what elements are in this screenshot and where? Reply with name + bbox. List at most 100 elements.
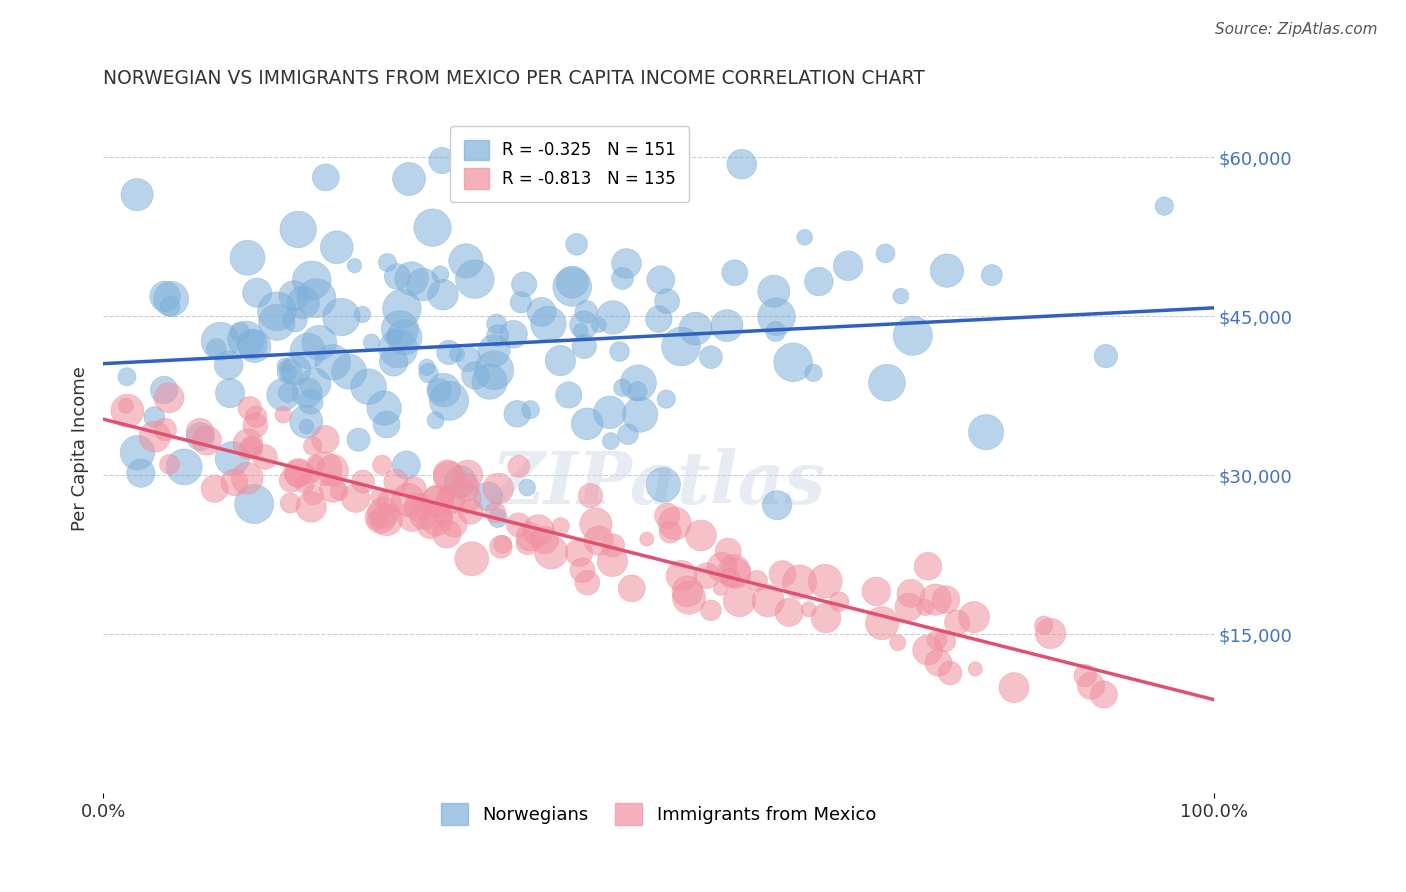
- Point: [460, 505, 482, 519]
- Point: [352, 307, 374, 321]
- Point: [461, 551, 484, 566]
- Point: [299, 468, 322, 483]
- Point: [412, 277, 434, 292]
- Point: [865, 584, 887, 599]
- Point: [127, 445, 149, 459]
- Point: [655, 392, 678, 406]
- Point: [900, 586, 922, 600]
- Point: [1092, 688, 1115, 702]
- Point: [322, 482, 344, 496]
- Point: [454, 480, 477, 494]
- Point: [963, 610, 986, 624]
- Point: [437, 470, 460, 484]
- Point: [576, 417, 599, 431]
- Point: [934, 634, 956, 648]
- Point: [457, 352, 479, 367]
- Point: [297, 385, 319, 400]
- Point: [343, 259, 366, 273]
- Y-axis label: Per Capita Income: Per Capita Income: [72, 367, 89, 532]
- Point: [502, 327, 524, 342]
- Point: [304, 457, 326, 471]
- Point: [778, 605, 800, 619]
- Point: [1039, 626, 1062, 640]
- Point: [478, 375, 501, 389]
- Point: [418, 366, 440, 380]
- Point: [218, 358, 240, 372]
- Point: [797, 602, 820, 616]
- Point: [347, 433, 370, 447]
- Point: [277, 366, 299, 380]
- Point: [519, 530, 541, 544]
- Point: [240, 439, 263, 453]
- Point: [127, 187, 149, 202]
- Point: [129, 466, 152, 480]
- Point: [793, 230, 815, 244]
- Point: [717, 544, 740, 558]
- Point: [224, 475, 246, 490]
- Point: [384, 329, 406, 343]
- Point: [283, 289, 305, 303]
- Point: [482, 343, 505, 358]
- Point: [690, 528, 713, 542]
- Point: [579, 489, 602, 503]
- Point: [221, 451, 243, 466]
- Point: [477, 490, 499, 504]
- Point: [287, 466, 309, 480]
- Point: [612, 271, 634, 285]
- Point: [655, 294, 678, 309]
- Point: [401, 509, 423, 524]
- Point: [375, 417, 398, 432]
- Point: [484, 363, 506, 377]
- Point: [762, 284, 785, 298]
- Point: [115, 369, 138, 384]
- Point: [627, 376, 650, 390]
- Point: [724, 266, 747, 280]
- Point: [449, 475, 471, 489]
- Point: [295, 415, 318, 429]
- Point: [935, 592, 957, 607]
- Point: [626, 384, 648, 399]
- Point: [378, 495, 401, 509]
- Point: [890, 289, 912, 303]
- Point: [772, 567, 794, 582]
- Point: [454, 491, 477, 506]
- Point: [731, 157, 754, 171]
- Point: [576, 575, 599, 590]
- Point: [278, 365, 301, 379]
- Point: [402, 482, 425, 496]
- Point: [492, 537, 515, 551]
- Point: [602, 554, 624, 568]
- Point: [616, 256, 638, 270]
- Point: [299, 394, 322, 409]
- Point: [308, 335, 330, 350]
- Point: [277, 385, 299, 400]
- Point: [401, 271, 423, 285]
- Point: [716, 318, 738, 333]
- Point: [568, 546, 591, 560]
- Point: [305, 291, 328, 305]
- Point: [599, 405, 621, 419]
- Point: [837, 259, 859, 273]
- Point: [1153, 199, 1175, 213]
- Point: [388, 322, 411, 336]
- Point: [565, 237, 588, 252]
- Point: [561, 280, 583, 294]
- Point: [513, 277, 536, 292]
- Point: [965, 662, 987, 676]
- Point: [330, 310, 353, 324]
- Point: [315, 170, 337, 185]
- Point: [803, 366, 825, 380]
- Point: [412, 508, 434, 522]
- Point: [484, 506, 506, 520]
- Point: [1002, 681, 1025, 695]
- Point: [724, 566, 747, 581]
- Point: [506, 407, 529, 421]
- Point: [387, 342, 409, 356]
- Point: [387, 269, 409, 284]
- Point: [486, 482, 509, 496]
- Point: [696, 568, 718, 582]
- Point: [876, 376, 898, 390]
- Point: [508, 459, 530, 474]
- Point: [426, 493, 449, 508]
- Point: [246, 285, 269, 300]
